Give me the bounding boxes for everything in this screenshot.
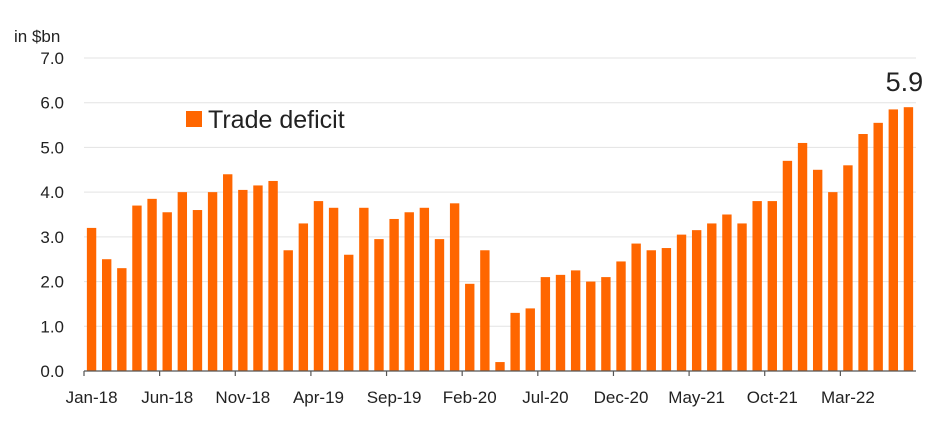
- bar-Jan-19: [268, 180, 278, 371]
- bar-Jul-19: [359, 207, 369, 371]
- bar-Aug-21: [737, 223, 747, 371]
- bar-Oct-18: [223, 174, 233, 371]
- y-tick-label: 7.0: [40, 49, 64, 68]
- bar-Sep-18: [207, 192, 218, 371]
- bar-May-21: [691, 230, 702, 371]
- bar-Aug-18: [192, 210, 203, 371]
- x-tick-label: Sep-19: [367, 388, 422, 407]
- x-tick-label: Jul-20: [522, 388, 568, 407]
- bar-Oct-19: [404, 212, 414, 371]
- y-axis-ticks: 0.0 1.0 2.0 3.0 4.0 5.0 6.0 7.0: [40, 49, 64, 381]
- bar-Jul-20: [540, 277, 551, 371]
- y-tick-label: 4.0: [40, 183, 64, 202]
- bar-Jul-18: [177, 192, 188, 371]
- bar-Dec-21: [797, 142, 808, 371]
- y-tick-label: 2.0: [40, 273, 64, 292]
- x-tick-label: Apr-19: [293, 388, 344, 407]
- bar-Mar-19: [298, 223, 309, 371]
- bar-Feb-21: [646, 250, 656, 371]
- bar-Apr-19: [313, 201, 324, 371]
- y-tick-label: 1.0: [40, 317, 64, 336]
- bar-Nov-18: [238, 189, 248, 371]
- x-tick-label: Mar-22: [821, 388, 875, 407]
- bar-Feb-18: [102, 259, 112, 371]
- x-tick-label: Nov-18: [215, 388, 270, 407]
- bar-series-trade-deficit: [86, 107, 914, 372]
- bar-Oct-21: [767, 201, 777, 371]
- bar-Dec-19: [434, 239, 445, 371]
- bar-Jan-18: [86, 227, 97, 371]
- bar-Sep-21: [752, 201, 762, 371]
- bar-Nov-19: [419, 207, 430, 371]
- legend-swatch-trade-deficit: [186, 111, 202, 127]
- legend-label-trade-deficit: Trade deficit: [208, 106, 345, 134]
- bar-Dec-18: [253, 185, 263, 371]
- bar-Mar-22: [843, 165, 853, 371]
- bar-Dec-20: [616, 261, 626, 371]
- bar-Apr-18: [132, 205, 142, 371]
- bar-Sep-20: [570, 270, 581, 371]
- bar-Jun-18: [162, 212, 172, 371]
- bar-Jun-22: [888, 109, 898, 372]
- bar-Aug-20: [555, 274, 566, 371]
- x-tick-label: Jan-18: [66, 388, 118, 407]
- y-axis-unit-label: in $bn: [14, 27, 60, 46]
- x-tick-label: Oct-21: [747, 388, 798, 407]
- bar-Oct-20: [586, 281, 596, 371]
- bar-Apr-21: [676, 234, 687, 371]
- bar-Nov-20: [601, 277, 611, 371]
- bar-Jun-21: [707, 223, 717, 371]
- bar-Mar-20: [480, 250, 490, 371]
- gridlines: [84, 57, 916, 327]
- bar-Jun-20: [525, 308, 535, 371]
- data-label-Jul-22: 5.9: [886, 67, 924, 97]
- bar-May-18: [147, 198, 157, 371]
- bar-Feb-20: [465, 283, 475, 371]
- bar-May-22: [873, 122, 883, 371]
- x-tick-label: Dec-20: [594, 388, 649, 407]
- bar-Jan-22: [812, 169, 823, 371]
- bar-Feb-22: [828, 192, 838, 371]
- bar-Jun-19: [344, 254, 354, 371]
- bar-Nov-21: [782, 160, 793, 371]
- y-tick-label: 6.0: [40, 94, 64, 113]
- bar-Feb-19: [283, 250, 293, 371]
- bar-Jan-20: [449, 203, 460, 371]
- x-axis-ticks: Jan-18 Jun-18 Nov-18 Apr-19 Sep-19 Feb-20 Jul-…: [66, 371, 875, 407]
- bar-Jan-21: [631, 243, 641, 371]
- bar-Mar-18: [117, 268, 127, 371]
- bar-Sep-19: [389, 218, 399, 371]
- bar-May-20: [510, 312, 520, 371]
- bar-Mar-21: [661, 248, 672, 371]
- legend: Trade deficit: [186, 106, 345, 134]
- bar-Aug-19: [374, 239, 384, 371]
- bar-Jul-22: [903, 107, 914, 371]
- y-tick-label: 3.0: [40, 228, 64, 247]
- x-tick-label: May-21: [668, 388, 725, 407]
- y-tick-label: 0.0: [40, 362, 64, 381]
- annotations: 5.9: [886, 67, 924, 97]
- bar-Jul-21: [722, 214, 732, 371]
- y-tick-label: 5.0: [40, 138, 64, 157]
- bar-May-19: [328, 207, 339, 371]
- bar-Apr-20: [495, 362, 505, 371]
- bar-Apr-22: [858, 134, 868, 371]
- x-tick-label: Feb-20: [443, 388, 497, 407]
- x-tick-label: Jun-18: [141, 388, 193, 407]
